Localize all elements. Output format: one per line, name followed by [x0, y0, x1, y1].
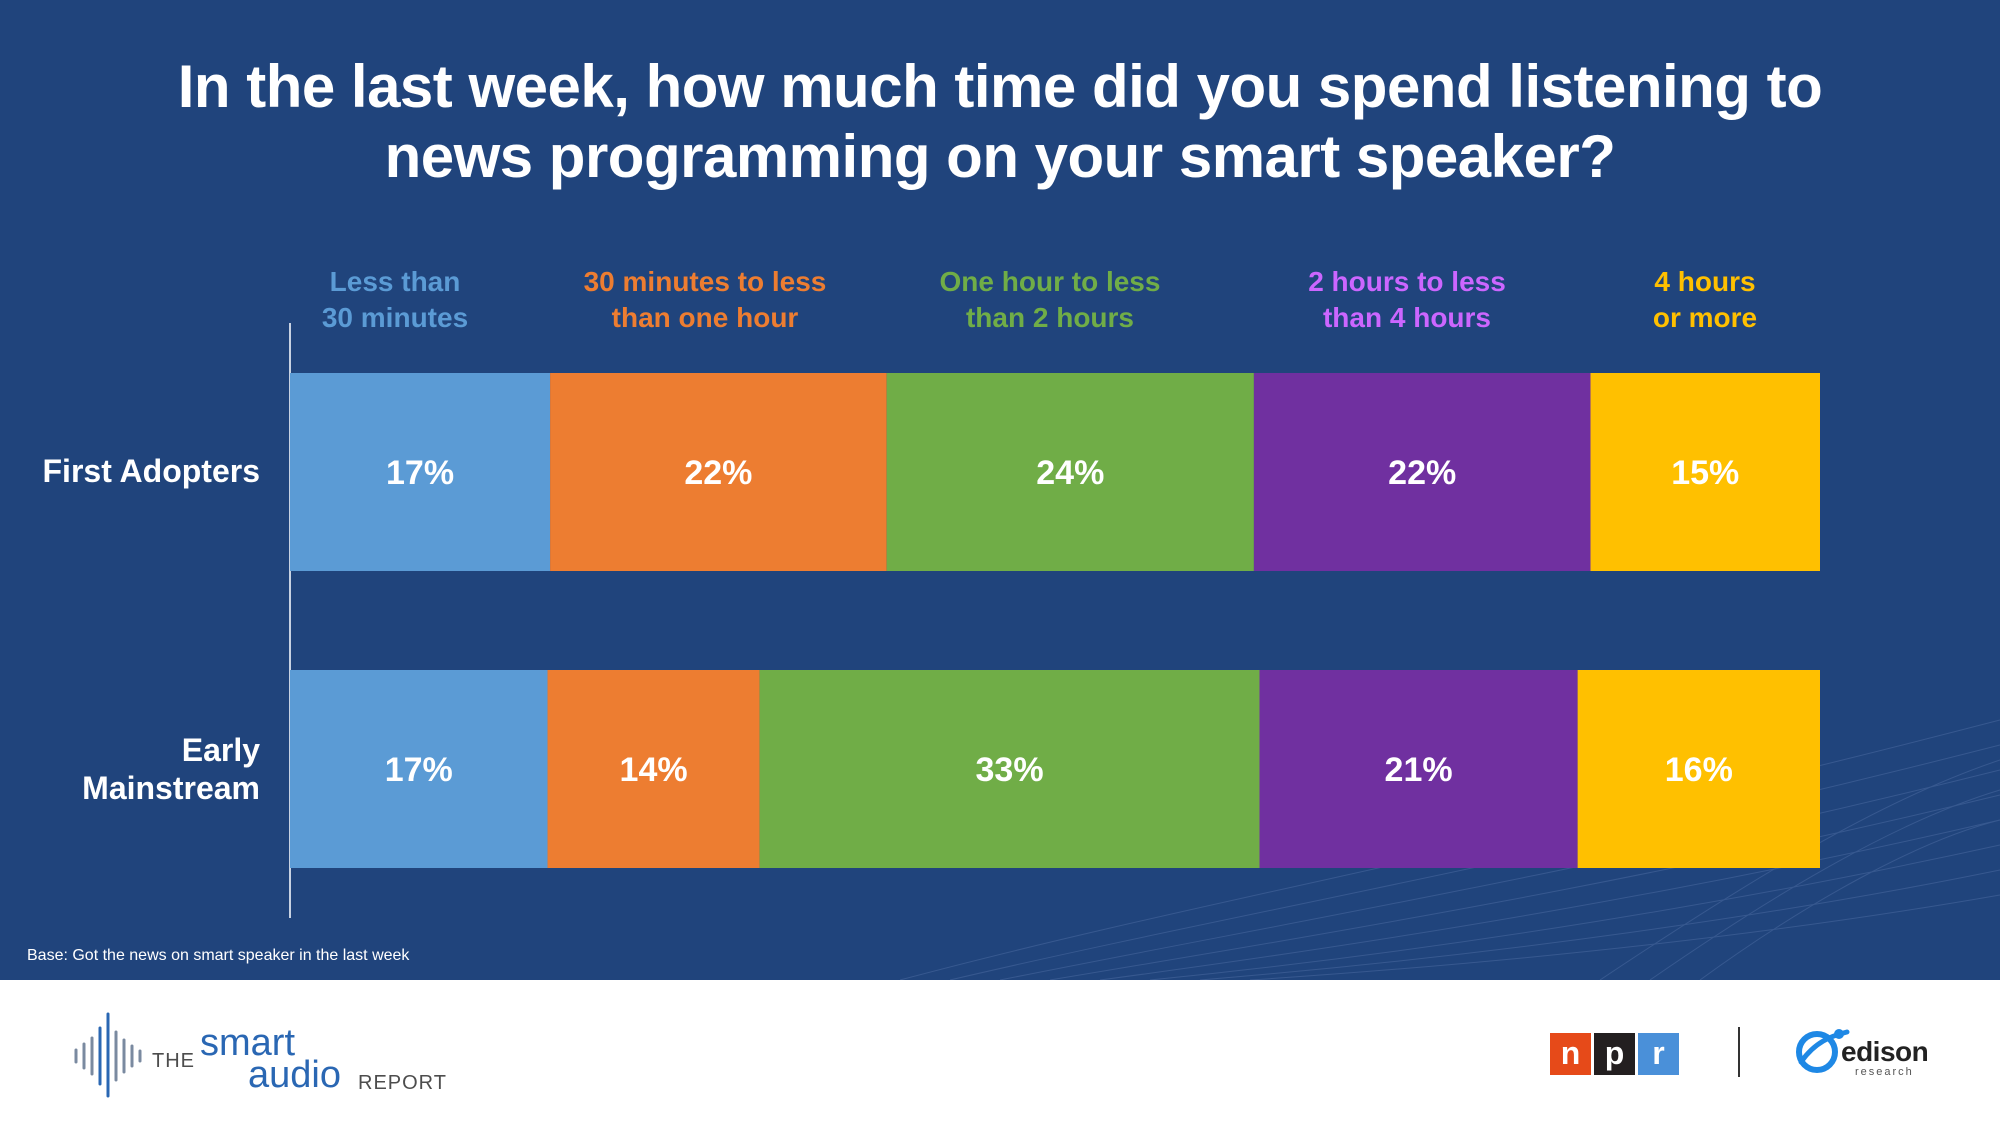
bar-early-mainstream-30-minutes-to-less-than-one-hour: [547, 670, 760, 868]
smart-audio-report-logo: THE smart audio REPORT: [72, 1010, 452, 1100]
data-label-first-adopters-4-hours-or-more: 15%: [1671, 454, 1739, 492]
chart-title: In the last week, how much time did you …: [177, 53, 1823, 190]
bar-early-mainstream-4-hours-or-more: [1577, 670, 1820, 868]
legend-label-less-than-30-minutes: Less than 30 minutes: [321, 266, 469, 333]
data-label-early-mainstream-one-hour-to-less-than-2-hours: 33%: [976, 751, 1044, 789]
bar-first-adopters-2-hours-to-less-than-4-hours: [1253, 373, 1591, 571]
footer-divider: [1738, 1027, 1740, 1077]
row-label-first-adopters: First Adopters: [42, 453, 261, 489]
bar-first-adopters-4-hours-or-more: [1590, 373, 1820, 571]
bar-early-mainstream-2-hours-to-less-than-4-hours: [1259, 670, 1578, 868]
stacked-bar-chart: 17% 22% 24% 22% 15% 17% 14% 33% 21% 16%: [289, 323, 1820, 918]
legend-label-2-hours-to-less-than-4-hours: 2 hours to less than 4 hours: [1308, 266, 1506, 333]
edison-word: edison: [1841, 1036, 1929, 1067]
data-label-early-mainstream-less-than-30-minutes: 17%: [385, 751, 453, 789]
data-label-early-mainstream-4-hours-or-more: 16%: [1665, 751, 1733, 789]
npr-letter-n: n: [1550, 1033, 1591, 1075]
bar-first-adopters-less-than-30-minutes: [290, 373, 551, 571]
bar-first-adopters-one-hour-to-less-than-2-hours: [886, 373, 1254, 571]
bar-first-adopters-30-minutes-to-less-than-one-hour: [550, 373, 887, 571]
logo-text-smart: smart: [200, 1022, 295, 1064]
row-label-early-mainstream: Early Mainstream: [82, 732, 260, 806]
logo-text-audio: audio: [248, 1054, 341, 1096]
bar-early-mainstream-one-hour-to-less-than-2-hours: [759, 670, 1260, 868]
data-label-first-adopters-2-hours-to-less-than-4-hours: 22%: [1388, 454, 1456, 492]
bar-early-mainstream-less-than-30-minutes: [290, 670, 548, 868]
base-note: Base: Got the news on smart speaker in t…: [27, 947, 410, 964]
data-label-first-adopters-one-hour-to-less-than-2-hours: 24%: [1036, 454, 1104, 492]
soundwave-icon: [74, 1012, 142, 1098]
data-label-early-mainstream-30-minutes-to-less-than-one-hour: 14%: [620, 751, 688, 789]
npr-letter-p: p: [1594, 1033, 1635, 1075]
edison-swirl-icon: [1796, 1029, 1850, 1073]
data-label-first-adopters-30-minutes-to-less-than-one-hour: 22%: [684, 454, 752, 492]
edison-subword: research: [1855, 1066, 1914, 1078]
background-waves: [899, 719, 2000, 980]
legend-label-one-hour-to-less-than-2-hours: One hour to less than 2 hours: [939, 266, 1161, 333]
edison-research-logo: edison research: [1795, 1022, 1935, 1082]
legend-label-30-minutes-to-less-than-one-hour: 30 minutes to less than one hour: [583, 266, 827, 333]
logo-text-report: REPORT: [358, 1072, 447, 1094]
npr-letter-r: r: [1638, 1033, 1679, 1075]
npr-logo: n p r: [1550, 1033, 1679, 1075]
legend-label-4-hours-or-more: 4 hours or more: [1652, 266, 1758, 333]
data-label-first-adopters-less-than-30-minutes: 17%: [386, 454, 454, 492]
logo-text-the: THE: [152, 1050, 195, 1072]
slide-background: In the last week, how much time did you …: [0, 0, 2000, 980]
data-label-early-mainstream-2-hours-to-less-than-4-hours: 21%: [1385, 751, 1453, 789]
